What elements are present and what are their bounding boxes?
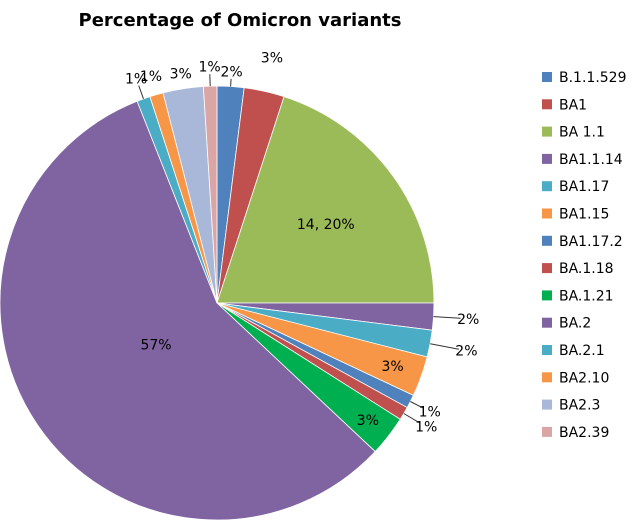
legend-swatch-ba2-39	[542, 426, 552, 437]
legend-swatch-ba-2-1	[542, 345, 552, 355]
data-label-ba2-3: 3%	[170, 67, 192, 83]
legend-label-ba1-1-14: BA1.1.14	[559, 152, 623, 168]
slice-ba-1-1	[216, 96, 435, 304]
legend-swatch-b-1-1-529	[542, 72, 552, 82]
data-label-ba-1-21: 3%	[357, 413, 379, 429]
leader-line	[430, 343, 459, 350]
data-label-ba-2: 57%	[140, 338, 171, 354]
slice-ba-2	[0, 100, 376, 521]
data-label-ba1-1-14: 2%	[457, 312, 479, 328]
data-label-ba1-15: 3%	[381, 359, 403, 375]
leader-line	[433, 316, 461, 319]
data-label-ba1-17: 2%	[455, 344, 477, 360]
legend-label-ba-1-1: BA 1.1	[559, 125, 605, 141]
legend-label-ba-2: BA.2	[559, 316, 591, 332]
legend-label-ba-1-18: BA.1.18	[559, 261, 614, 277]
legend-label-ba2-10: BA2.10	[559, 370, 609, 386]
legend-swatch-ba2-3	[542, 399, 552, 410]
leader-line	[230, 78, 232, 87]
legend-swatch-ba-1-1	[542, 126, 552, 137]
legend-swatch-ba-2	[542, 317, 552, 328]
legend-label-b-1-1-529: B.1.1.529	[559, 70, 627, 86]
legend-label-ba2-3: BA2.3	[559, 398, 600, 414]
leader-line	[410, 401, 424, 409]
legend: B.1.1.529 BA1 BA 1.1 BA1.1.14 BA1.17 BA1.15 BA…	[542, 70, 627, 441]
leader-line	[138, 85, 144, 99]
legend-swatch-ba-1-18	[542, 263, 552, 274]
data-label-ba-1-1: 14, 20%	[297, 217, 355, 233]
legend-label-ba1-17-2: BA1.17.2	[559, 234, 623, 250]
legend-swatch-ba1-1-14	[542, 153, 552, 164]
legend-label-ba1: BA1	[559, 97, 587, 113]
legend-label-ba2-39: BA2.39	[559, 425, 609, 441]
data-label-ba-1-18: 1%	[415, 420, 437, 436]
legend-swatch-ba1-15	[542, 208, 552, 219]
data-labels: 2%3%14, 20%2%2%3%1%1%3%57%1%1% 3% 1%	[125, 50, 479, 435]
legend-swatch-ba1-17	[542, 181, 552, 192]
slice-ba2-39	[202, 85, 218, 304]
data-label-b-1-1-529: 2%	[220, 64, 242, 80]
data-label-ba1: 3%	[261, 50, 283, 66]
legend-label-ba-1-21: BA.1.21	[559, 288, 614, 304]
legend-swatch-ba-1-21	[542, 290, 552, 301]
legend-label-ba1-17: BA1.17	[559, 179, 609, 195]
legend-label-ba-2-1: BA.2.1	[559, 343, 605, 359]
leader-line	[403, 413, 420, 424]
data-label-ba1-17-2: 1%	[419, 404, 441, 420]
legend-label-ba1-15: BA1.15	[559, 207, 609, 223]
data-label-ba-2-1: 1%	[125, 71, 147, 87]
data-label-ba2-10: 1%	[140, 69, 162, 85]
legend-swatch-ba1	[542, 99, 552, 110]
legend-swatch-ba1-17-2	[542, 235, 552, 246]
data-label-ba2-39: 1%	[198, 60, 220, 76]
pie-slices	[0, 85, 435, 521]
legend-swatch-ba2-10	[542, 372, 552, 383]
chart-title: Percentage of Omicron variants	[79, 10, 402, 31]
